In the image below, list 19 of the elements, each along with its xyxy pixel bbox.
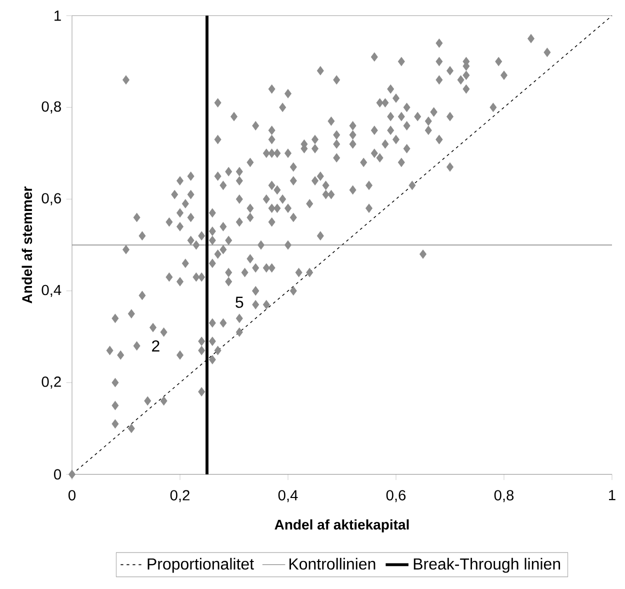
x-tick-label: 0,6 [386, 490, 406, 502]
x-tick-label: 0 [68, 490, 76, 500]
y-axis-title: Andel af stemmer [22, 186, 32, 304]
x-tick-label: 0,8 [494, 490, 514, 502]
y-tick-label: 0 [54, 469, 62, 480]
y-tick-label: 0,6 [42, 193, 61, 206]
x-axis-title: Andel af aktiekapital [274, 519, 409, 532]
y-tick-label: 0,8 [42, 101, 61, 114]
annotation: 5 [236, 296, 244, 308]
x-tick-label: 0,2 [170, 490, 190, 502]
legend-label: Kontrollinien [289, 558, 376, 570]
legend-label: Break-Through linien [414, 558, 560, 573]
x-tick-label: 1 [609, 490, 616, 500]
x-tick-label: 0,4 [278, 490, 298, 502]
annotation: 2 [152, 340, 160, 352]
legend-label: Proportionalitet [148, 558, 254, 573]
y-tick-label: 0,4 [42, 284, 62, 297]
y-tick-label: 0,2 [42, 376, 61, 389]
y-tick-label: 1 [54, 10, 61, 21]
